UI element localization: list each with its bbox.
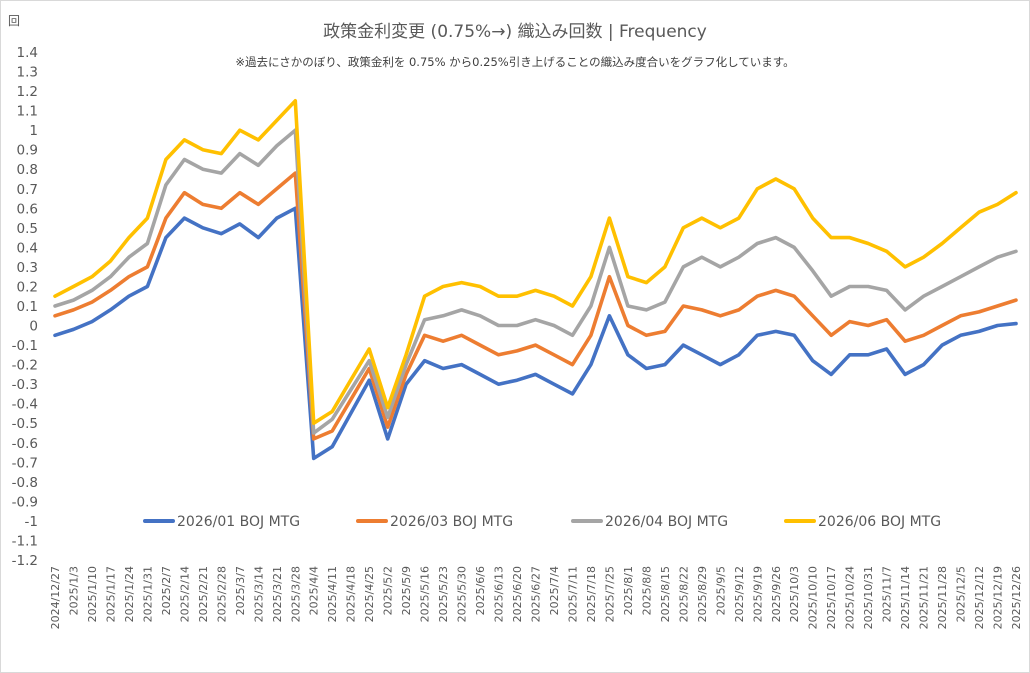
x-tick-label: 2025/5/2	[382, 566, 395, 615]
y-tick-label: -0.6	[12, 436, 38, 452]
y-tick-label: 1.1	[17, 104, 38, 120]
series-lines	[53, 99, 1018, 461]
x-tick-label: 2025/2/21	[197, 566, 210, 622]
y-tick-label: 0.6	[17, 201, 38, 217]
chart-title: 政策金利変更 (0.75%→) 織込み回数 | Frequency	[323, 22, 707, 42]
x-tick-label: 2025/8/1	[622, 566, 635, 615]
y-tick-label: 0.8	[17, 162, 38, 178]
series-line-3	[53, 128, 1018, 435]
x-tick-label: 2025/1/10	[86, 566, 99, 622]
x-axis-ticks: 2024/12/27 2025/1/3 2025/1/10 2025/1/17 2025…	[49, 566, 1023, 629]
x-tick-label: 2025/8/15	[659, 566, 672, 622]
series-line-1	[53, 206, 1018, 461]
y-axis-ticks: 1.4 1.3 1.2 1.1 1 0.9 0.8 0.7 0.6 0.5 0.4 0.3 0.2 0.1…	[12, 45, 38, 569]
y-tick-label: -0.9	[12, 494, 38, 510]
x-tick-label: 2025/10/17	[825, 566, 838, 629]
x-tick-label: 2025/11/21	[918, 566, 931, 629]
x-tick-label: 2025/1/17	[104, 566, 117, 622]
y-tick-label: -0.2	[12, 358, 38, 374]
legend: 2026/01 BOJ MTG 2026/03 BOJ MTG 2026/04 BO…	[143, 514, 941, 530]
y-tick-label: 0.7	[17, 182, 38, 198]
y-axis-unit: 回	[8, 14, 21, 28]
y-tick-label: 1.4	[17, 45, 38, 61]
x-tick-label: 2025/9/19	[751, 566, 764, 622]
y-tick-label: 0.3	[17, 260, 38, 276]
x-tick-label: 2025/9/5	[714, 566, 727, 615]
series-line-4	[53, 99, 1018, 426]
x-tick-label: 2025/1/31	[141, 566, 154, 622]
x-tick-label: 2025/5/16	[419, 566, 432, 622]
y-tick-label: -0.1	[12, 338, 38, 354]
x-tick-label: 2025/6/27	[530, 566, 543, 622]
x-tick-label: 2025/3/28	[289, 566, 302, 622]
x-tick-label: 2025/12/26	[1010, 566, 1023, 629]
y-tick-label: -1	[25, 514, 38, 530]
x-tick-label: 2024/12/27	[49, 566, 62, 629]
legend-label: 2026/04 BOJ MTG	[605, 514, 728, 530]
y-tick-label: -0.8	[12, 475, 38, 491]
series-line-2	[53, 171, 1018, 441]
x-tick-label: 2025/9/26	[770, 566, 783, 622]
y-tick-label: 1.2	[17, 84, 38, 100]
y-tick-label: 0.5	[17, 221, 38, 237]
y-tick-label: 0.4	[17, 240, 38, 256]
y-tick-label: -0.3	[12, 377, 38, 393]
x-tick-label: 2025/6/6	[474, 566, 487, 615]
x-tick-label: 2025/8/22	[677, 566, 690, 622]
y-tick-label: 0.2	[17, 279, 38, 295]
x-tick-label: 2025/10/24	[844, 566, 857, 629]
x-tick-label: 2025/1/24	[123, 566, 136, 622]
y-tick-label: -1.2	[12, 553, 38, 569]
x-tick-label: 2025/5/9	[400, 566, 413, 615]
x-tick-label: 2025/2/7	[160, 566, 173, 615]
x-tick-label: 2025/10/31	[862, 566, 875, 629]
legend-label: 2026/06 BOJ MTG	[818, 514, 941, 530]
x-tick-label: 2025/5/30	[456, 566, 469, 622]
x-tick-label: 2025/2/14	[178, 566, 191, 622]
x-tick-label: 2025/7/25	[603, 566, 616, 622]
legend-label: 2026/01 BOJ MTG	[177, 514, 300, 530]
y-tick-label: -0.7	[12, 455, 38, 471]
x-tick-label: 2025/2/28	[215, 566, 228, 622]
x-tick-label: 2025/1/3	[67, 566, 80, 615]
x-tick-label: 2025/4/4	[308, 566, 321, 615]
x-tick-label: 2025/3/21	[271, 566, 284, 622]
x-tick-label: 2025/4/18	[345, 566, 358, 622]
x-tick-label: 2025/10/10	[807, 566, 820, 629]
x-tick-label: 2025/10/3	[788, 566, 801, 622]
x-tick-label: 2025/12/5	[955, 566, 968, 622]
x-tick-label: 2025/7/11	[566, 566, 579, 622]
y-tick-label: 0.1	[17, 299, 38, 315]
x-tick-label: 2025/11/14	[899, 566, 912, 629]
y-tick-label: -1.1	[12, 533, 38, 549]
y-tick-label: 0	[29, 319, 38, 335]
x-tick-label: 2025/3/14	[252, 566, 265, 622]
x-tick-label: 2025/9/12	[733, 566, 746, 622]
x-tick-label: 2025/3/7	[234, 566, 247, 615]
y-tick-label: -0.5	[12, 416, 38, 432]
legend-label: 2026/03 BOJ MTG	[390, 514, 513, 530]
x-tick-label: 2025/6/20	[511, 566, 524, 622]
x-tick-label: 2025/7/18	[585, 566, 598, 622]
y-tick-label: -0.4	[12, 397, 38, 413]
x-tick-label: 2025/4/25	[363, 566, 376, 622]
y-tick-label: 1.3	[17, 65, 38, 81]
x-tick-label: 2025/11/7	[881, 566, 894, 622]
x-tick-label: 2025/8/29	[696, 566, 709, 622]
y-tick-label: 1	[29, 123, 38, 139]
x-tick-label: 2025/12/12	[973, 566, 986, 629]
x-tick-label: 2025/12/19	[992, 566, 1005, 629]
x-tick-label: 2025/7/4	[548, 566, 561, 615]
y-tick-label: 0.9	[17, 143, 38, 159]
x-tick-label: 2025/6/13	[493, 566, 506, 622]
x-tick-label: 2025/11/28	[936, 566, 949, 629]
x-tick-label: 2025/5/23	[437, 566, 450, 622]
x-tick-label: 2025/4/11	[326, 566, 339, 622]
x-tick-label: 2025/8/8	[640, 566, 653, 615]
chart-subtitle: ※過去にさかのぼり、政策金利を 0.75% から0.25%引き上げることの織込み…	[235, 55, 795, 69]
